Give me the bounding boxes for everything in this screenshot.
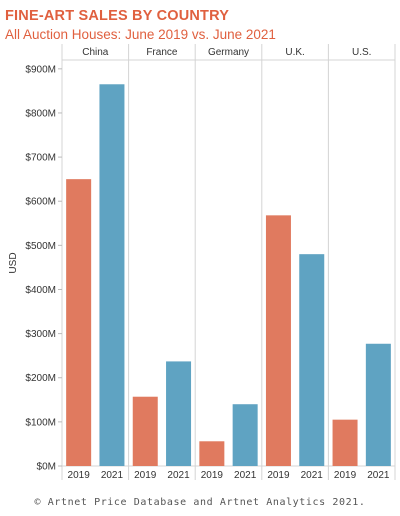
x-tick-label: 2019	[267, 470, 290, 481]
bar-china-2019	[66, 179, 92, 467]
bar-china-2021	[99, 84, 125, 467]
panel-label-china: China	[82, 47, 109, 58]
y-tick-label: $300M	[25, 329, 56, 340]
chart-title: FINE-ART SALES BY COUNTRY	[5, 8, 230, 24]
x-tick-label: 2021	[367, 470, 390, 481]
y-tick-label: $100M	[25, 417, 56, 428]
y-tick-label: $900M	[25, 64, 56, 75]
bar-chart: $0M $100M $200M $300M $400M $500M $600M $700M $8…	[8, 44, 396, 481]
bar-france-2021	[166, 361, 192, 466]
x-tick-label: 2021	[101, 470, 124, 481]
y-tick-label: $800M	[25, 108, 56, 119]
x-tick-label: 2021	[301, 470, 324, 481]
panel-label-us: U.S.	[352, 47, 371, 58]
y-axis-label: USD	[8, 252, 19, 273]
y-tick-label: $500M	[25, 241, 56, 252]
y-tick-label: $700M	[25, 153, 56, 164]
bar-us-2019	[332, 419, 358, 466]
y-tick-label: $600M	[25, 197, 56, 208]
panel-label-france: France	[146, 47, 178, 58]
panel-label-germany: Germany	[208, 47, 249, 58]
x-tick-label: 2019	[334, 470, 357, 481]
bar-uk-2021	[299, 254, 325, 466]
y-tick-label: $200M	[25, 373, 56, 384]
y-tick-label: $0M	[37, 462, 56, 473]
bar-germany-2021	[232, 404, 258, 466]
x-tick-label: 2019	[201, 470, 224, 481]
x-tick-label: 2021	[167, 470, 190, 481]
bar-us-2021	[365, 343, 391, 466]
x-tick-label: 2019	[68, 470, 91, 481]
source-credit: © Artnet Price Database and Artnet Analy…	[34, 497, 366, 508]
chart-subtitle: All Auction Houses: June 2019 vs. June 2…	[5, 27, 276, 42]
bar-france-2019	[132, 396, 158, 466]
bar-uk-2019	[265, 215, 291, 466]
x-tick-label: 2021	[234, 470, 257, 481]
x-tick-label: 2019	[134, 470, 157, 481]
panel-label-uk: U.K.	[285, 47, 304, 58]
y-tick-label: $400M	[25, 285, 56, 296]
bar-germany-2019	[199, 441, 225, 466]
